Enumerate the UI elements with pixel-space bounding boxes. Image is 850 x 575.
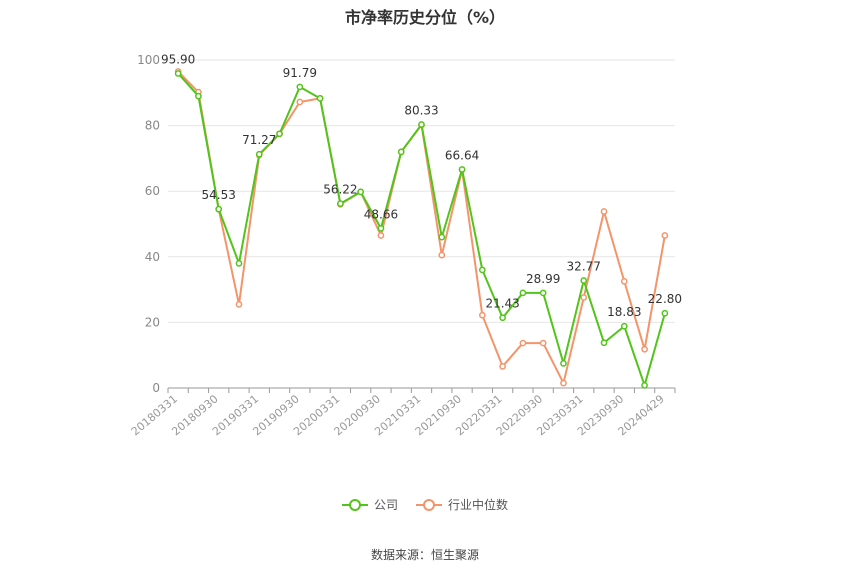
data-label: 32.77: [567, 260, 601, 274]
data-point-industry: [620, 278, 628, 285]
data-point-company: [641, 382, 648, 389]
data-point-company: [316, 95, 324, 102]
series-line-industry: [177, 70, 666, 385]
data-point-industry: [519, 339, 527, 347]
data-label: 71.27: [242, 133, 276, 147]
data-point-company: [600, 339, 608, 347]
data-point-company: [661, 309, 669, 317]
data-source-note: 数据来源：恒生聚源: [370, 548, 479, 562]
data-point-company: [458, 166, 466, 173]
data-point-industry: [478, 311, 486, 319]
data-point-company: [296, 83, 304, 91]
y-tick-label: 20: [145, 315, 160, 329]
data-point-company: [377, 225, 385, 232]
y-tick-label: 60: [145, 184, 160, 198]
data-point-industry: [377, 232, 385, 239]
data-label: 54.53: [202, 188, 236, 202]
data-point-company: [580, 277, 588, 284]
data-point-industry: [499, 363, 506, 370]
data-point-company: [337, 200, 344, 207]
data-point-company: [276, 130, 283, 138]
data-point-industry: [661, 232, 669, 239]
legend-item-company[interactable]: 公司: [341, 496, 398, 513]
data-point-company: [174, 70, 182, 77]
data-label: 91.79: [283, 66, 317, 80]
chart-title: 市净率历史分位（%）: [344, 8, 506, 27]
data-point-industry: [641, 345, 648, 353]
data-point-industry: [296, 98, 304, 106]
data-label: 18.83: [607, 305, 641, 319]
data-point-company: [235, 260, 243, 267]
data-point-industry: [600, 208, 608, 215]
legend-label-industry: 行业中位数: [448, 498, 509, 512]
data-point-company: [195, 92, 202, 100]
y-tick-label: 0: [152, 381, 160, 395]
y-tick-label: 100: [137, 53, 160, 67]
y-tick-label: 40: [145, 250, 160, 264]
data-point-company: [560, 360, 567, 367]
data-point-company: [357, 188, 365, 196]
data-point-company: [620, 322, 628, 330]
data-point-industry: [235, 301, 243, 308]
data-point-company: [215, 205, 223, 213]
data-point-industry: [438, 251, 446, 259]
data-point-company: [478, 266, 486, 274]
data-label: 95.90: [161, 52, 195, 66]
legend-marker-company: [341, 498, 368, 512]
legend-item-industry[interactable]: 行业中位数: [416, 496, 508, 513]
line-chart: 0204060801002018033120180930201903312019…: [129, 52, 682, 438]
y-tick-label: 80: [145, 119, 160, 133]
data-point-company: [519, 289, 527, 297]
data-label: 28.99: [526, 272, 560, 286]
data-point-industry: [580, 294, 588, 301]
data-label: 21.43: [485, 297, 519, 311]
data-point-company: [397, 148, 405, 156]
data-point-company: [499, 314, 506, 322]
legend-label-company: 公司: [373, 498, 398, 512]
data-point-company: [255, 150, 263, 158]
data-label: 80.33: [404, 104, 438, 118]
series-line-company: [177, 72, 666, 387]
data-label: 56.22: [323, 183, 357, 197]
legend-marker-industry: [416, 498, 442, 512]
data-label: 22.80: [648, 292, 682, 306]
data-point-company: [438, 233, 446, 241]
data-label: 66.64: [445, 148, 479, 162]
data-point-industry: [539, 339, 547, 347]
chart-legend: 公司 行业中位数: [0, 496, 850, 513]
data-point-company: [539, 289, 547, 297]
data-point-industry: [560, 379, 567, 387]
data-label: 48.66: [364, 207, 398, 221]
data-point-company: [418, 121, 425, 128]
